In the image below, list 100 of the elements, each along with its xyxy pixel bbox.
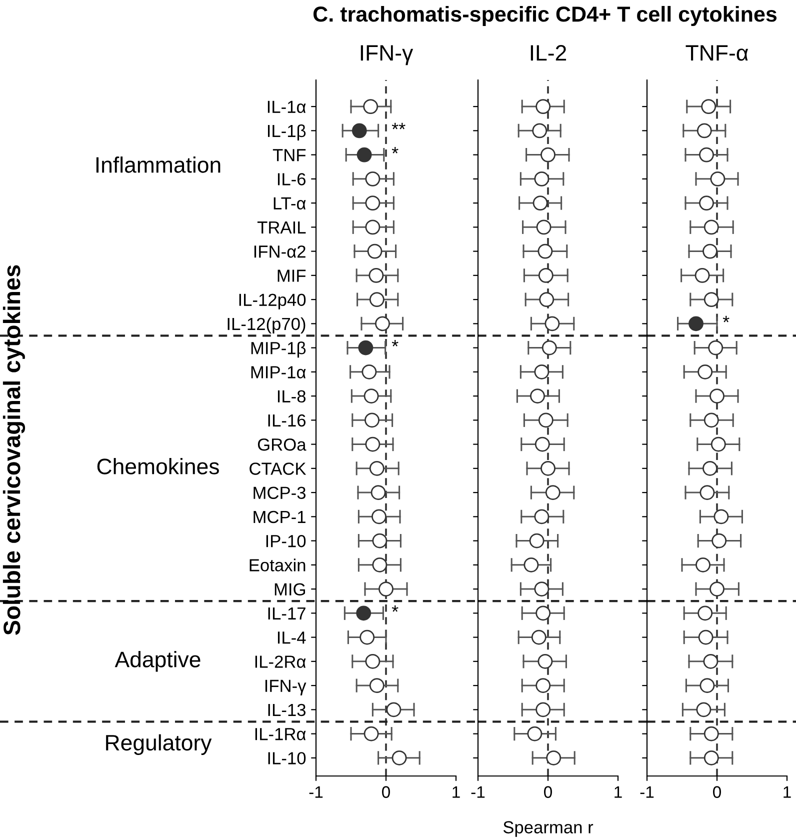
point	[704, 750, 719, 766]
y-tick-label: IL-1β	[268, 124, 306, 141]
x-tick-label: -1	[640, 786, 654, 798]
point	[700, 485, 715, 500]
y-tick-label: IL-16	[268, 414, 306, 427]
point	[696, 702, 712, 718]
point	[704, 412, 719, 428]
point	[546, 750, 562, 766]
y-tick-label: IL-1Rα	[255, 728, 306, 740]
point	[364, 726, 379, 742]
y-tick-label: TRAIL	[257, 222, 306, 234]
point	[364, 412, 380, 428]
y-tick-label: MCP-1	[254, 510, 306, 524]
point	[699, 196, 714, 210]
point	[698, 364, 713, 380]
y-tick-label: IL-12p40	[239, 294, 306, 310]
x-tick-label: 1	[614, 786, 622, 798]
y-tick-label: LT-α	[274, 197, 306, 210]
y-tick-label: IL-10	[268, 752, 306, 764]
point	[352, 123, 367, 138]
point	[375, 316, 390, 332]
point	[540, 147, 556, 162]
y-tick-label: TNF	[272, 149, 306, 162]
point	[539, 292, 554, 307]
point	[365, 220, 380, 235]
point	[540, 460, 556, 476]
y-tick-label: GROa	[258, 438, 306, 451]
point	[369, 292, 384, 307]
annotation: *	[392, 605, 398, 612]
y-tick-label: IFN-γ	[265, 680, 306, 696]
x-tick-label: 0	[544, 786, 552, 798]
point	[710, 582, 724, 596]
point	[365, 654, 380, 669]
y-tick-label: IL-2Rα	[255, 656, 306, 668]
point	[369, 460, 384, 476]
annotation: **	[392, 122, 406, 130]
point	[358, 340, 374, 356]
point	[360, 630, 375, 645]
point	[538, 412, 554, 428]
point	[688, 316, 704, 332]
y-tick-label: IL-4	[278, 632, 306, 644]
point	[534, 582, 550, 596]
point	[532, 196, 548, 210]
point	[694, 268, 710, 283]
point	[701, 99, 716, 114]
point	[699, 147, 714, 162]
point	[536, 702, 551, 718]
point	[702, 244, 718, 259]
point	[368, 268, 384, 283]
y-tick-label: IFN-α2	[254, 245, 306, 258]
point	[372, 533, 388, 548]
point	[532, 123, 548, 138]
x-tick-label: -1	[471, 786, 485, 798]
point	[538, 244, 553, 259]
point	[356, 147, 372, 162]
text: Regulatory	[106, 734, 212, 755]
x-tick-label: -1	[309, 786, 323, 798]
point	[534, 171, 550, 186]
point	[367, 244, 382, 259]
point	[710, 436, 726, 452]
text: C. trachomatis-specific CD4+ T cell cytokines	[313, 6, 777, 26]
point	[386, 702, 402, 718]
point	[536, 220, 552, 235]
y-tick-label: IL-12(p70)	[228, 317, 306, 334]
y-tick-label: IL-1α	[268, 100, 306, 113]
point	[365, 436, 380, 452]
point	[530, 388, 545, 404]
text: Adaptive	[114, 651, 200, 672]
point	[364, 388, 379, 404]
point	[710, 171, 726, 186]
point	[363, 99, 378, 114]
y-tick-label: MIG	[274, 583, 305, 596]
point	[708, 340, 724, 356]
y-tick-label: IL-8	[278, 390, 306, 402]
point	[710, 388, 724, 404]
point	[545, 485, 560, 500]
point	[392, 750, 407, 766]
point	[536, 678, 551, 693]
point	[372, 509, 386, 524]
point	[700, 678, 715, 693]
y-tick-label: Eotaxin	[250, 558, 306, 572]
x-tick-label: 0	[713, 786, 721, 798]
point	[529, 533, 544, 548]
point	[534, 436, 550, 452]
chart-title: IFN-γ	[360, 45, 414, 66]
chart-title: TNF-α	[686, 45, 748, 61]
y-tick-label: MIF	[278, 270, 306, 282]
point	[538, 268, 554, 283]
y-tick-label: IL-13	[268, 704, 306, 716]
point	[369, 678, 384, 693]
x-tick-label: 1	[784, 786, 791, 798]
y-tick-label: MIP-1β	[251, 341, 306, 358]
point	[365, 196, 380, 210]
point	[703, 654, 718, 669]
point	[372, 557, 388, 572]
text: Chemokines	[97, 458, 219, 474]
point	[704, 220, 719, 235]
point	[544, 316, 560, 332]
point	[527, 726, 542, 742]
y-tick-label: IL-6	[278, 173, 306, 186]
